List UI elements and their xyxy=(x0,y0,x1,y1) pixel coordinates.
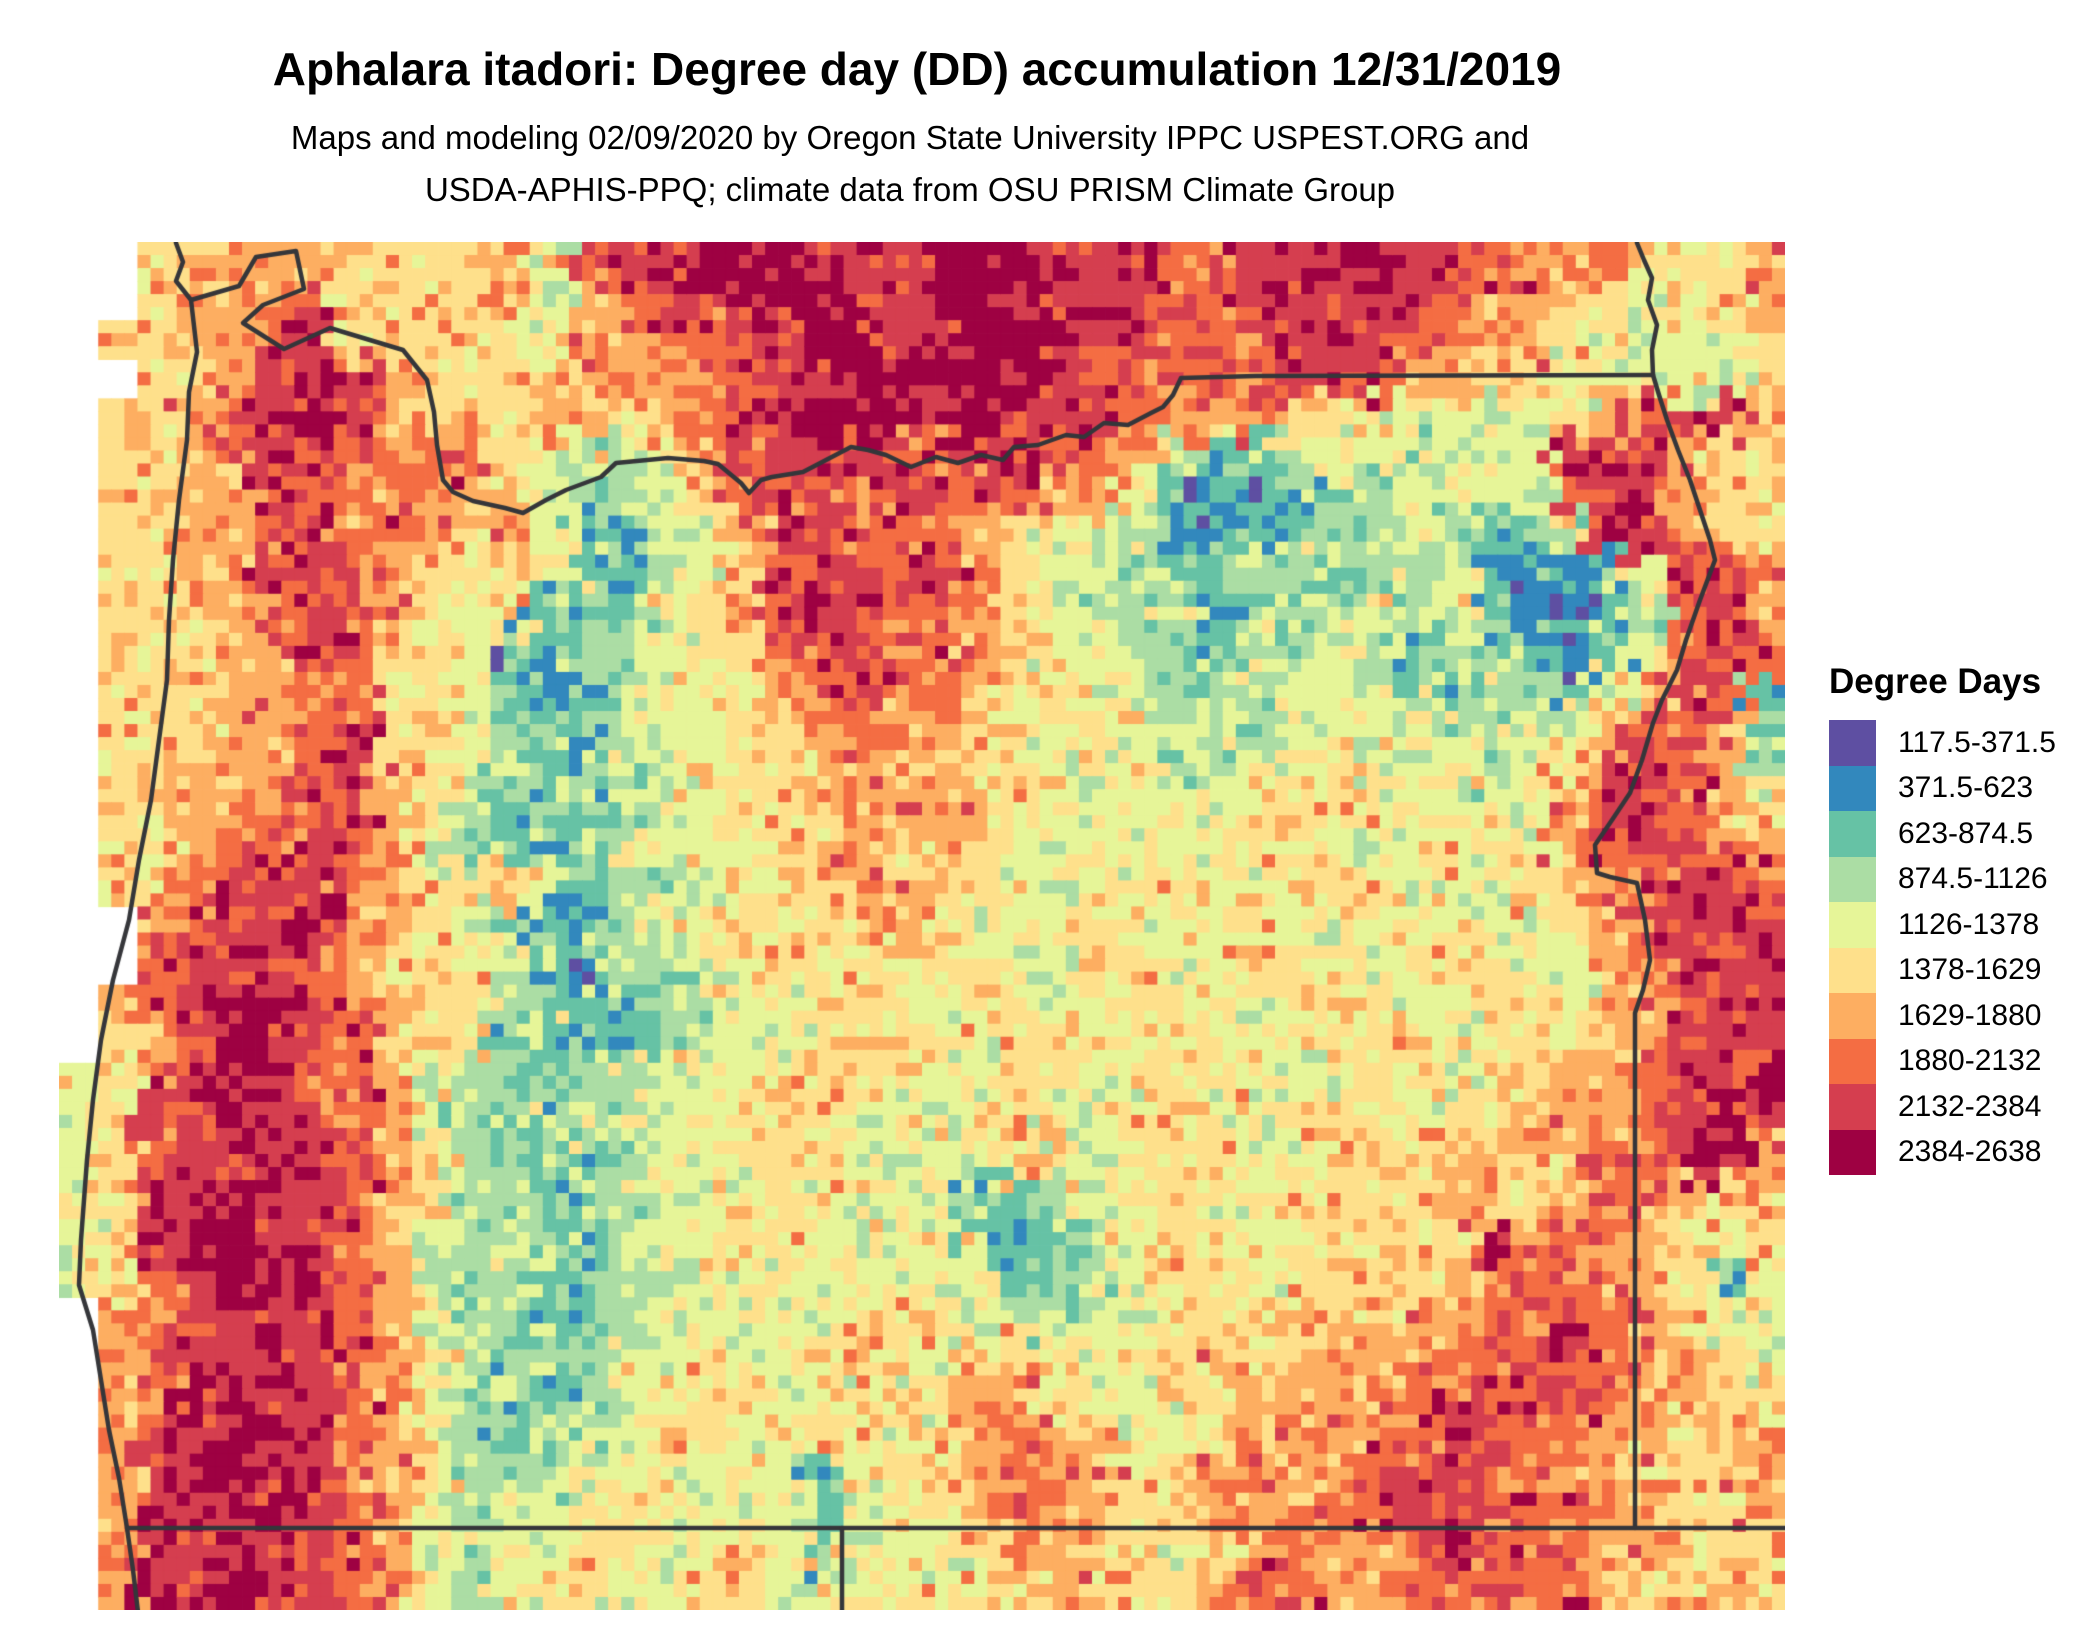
legend-swatch xyxy=(1829,811,1876,857)
legend-item: 2132-2384 xyxy=(1829,1084,2056,1130)
page-subtitle-line1: Maps and modeling 02/09/2020 by Oregon S… xyxy=(290,119,1530,156)
legend-title: Degree Days xyxy=(1829,662,2042,701)
legend-label: 1378-1629 xyxy=(1898,953,2042,987)
legend-item: 371.5-623 xyxy=(1829,765,2056,811)
legend-label: 1629-1880 xyxy=(1898,998,2042,1032)
legend-swatch xyxy=(1829,720,1876,766)
page-subtitle: Maps and modeling 02/09/2020 by Oregon S… xyxy=(0,112,1820,216)
legend-items: 117.5-371.5 371.5-623 623-874.5 874.5-1126 1… xyxy=(1829,720,2056,1175)
legend-label: 1126-1378 xyxy=(1898,907,2040,941)
legend-label: 371.5-623 xyxy=(1898,771,2034,805)
legend-label: 623-874.5 xyxy=(1898,816,2034,850)
legend: Degree Days 117.5-371.5 371.5-623 623-874.… xyxy=(1829,662,2056,1175)
legend-swatch xyxy=(1829,1084,1876,1130)
legend-label: 1880-2132 xyxy=(1898,1044,2042,1078)
legend-item: 1126-1378 xyxy=(1829,902,2056,948)
legend-label: 2132-2384 xyxy=(1898,1089,2042,1123)
legend-swatch xyxy=(1829,993,1876,1039)
legend-item: 1629-1880 xyxy=(1829,993,2056,1039)
map-canvas xyxy=(59,242,1785,1610)
legend-item: 1880-2132 xyxy=(1829,1038,2056,1084)
legend-swatch xyxy=(1829,1129,1876,1175)
legend-item: 874.5-1126 xyxy=(1829,856,2056,902)
legend-swatch xyxy=(1829,856,1876,902)
legend-swatch xyxy=(1829,1038,1876,1084)
legend-item: 623-874.5 xyxy=(1829,811,2056,857)
legend-item: 117.5-371.5 xyxy=(1829,720,2056,766)
page-subtitle-line2: USDA-APHIS-PPQ; climate data from OSU PR… xyxy=(424,171,1396,208)
page-title: Aphalara itadori: Degree day (DD) accumu… xyxy=(272,43,1562,95)
legend-swatch xyxy=(1829,765,1876,811)
legend-item: 2384-2638 xyxy=(1829,1129,2056,1175)
legend-swatch xyxy=(1829,947,1876,993)
legend-label: 2384-2638 xyxy=(1898,1135,2042,1169)
legend-item: 1378-1629 xyxy=(1829,947,2056,993)
legend-label: 874.5-1126 xyxy=(1898,862,2048,896)
legend-label: 117.5-371.5 xyxy=(1898,725,2056,759)
legend-swatch xyxy=(1829,902,1876,948)
